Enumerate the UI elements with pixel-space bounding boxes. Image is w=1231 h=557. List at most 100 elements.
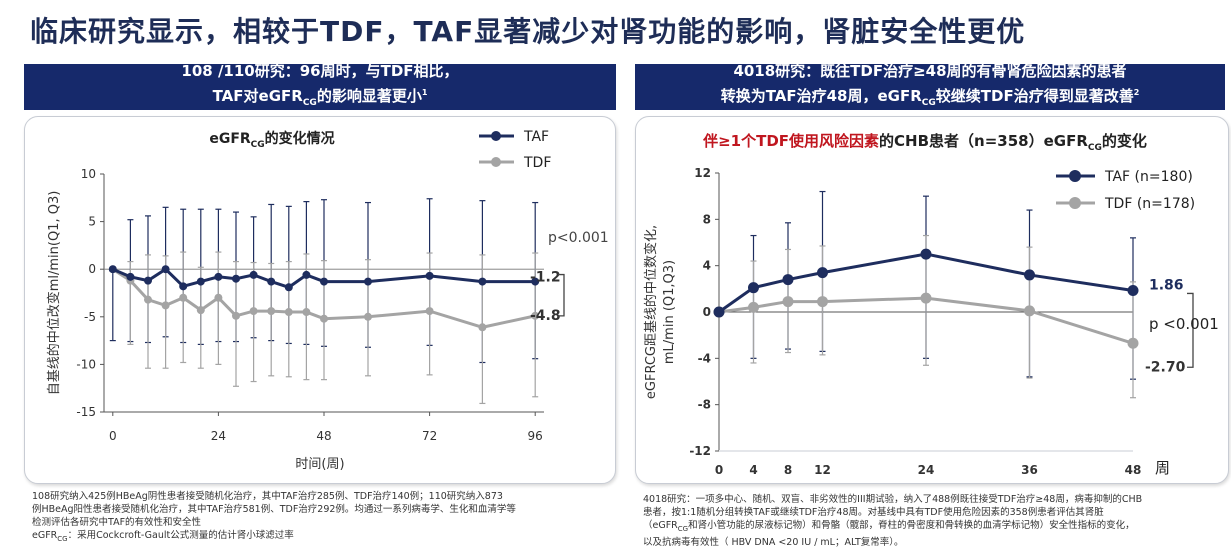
left-chart-x-tick-label: 48 bbox=[316, 429, 331, 443]
right-chart-tdf-point bbox=[817, 296, 828, 308]
left-p-value: p<0.001 bbox=[548, 230, 609, 246]
right-chart-title-lead: 伴≥1个TDF使用 bbox=[702, 132, 819, 150]
right-chart-title-main: 的CHB患者（n=358）eGFR bbox=[879, 132, 1088, 150]
left-chart-tdf-point bbox=[232, 311, 240, 320]
right-chart-y-tick-label: -8 bbox=[698, 398, 711, 412]
left-banner: 108 /110研究：96周时，与TDF相比， TAF对eGFRCG的影响显著更… bbox=[24, 62, 616, 110]
left-legend-tdf-label: TDF bbox=[523, 155, 551, 171]
left-chart-title-main: eGFR bbox=[209, 131, 251, 147]
right-chart-y-tick-label: -4 bbox=[698, 351, 711, 365]
right-legend-tdf-label: TDF (n=178) bbox=[1104, 196, 1195, 212]
left-chart-x-tick-label: 72 bbox=[422, 429, 437, 443]
right-chart-taf-point bbox=[1127, 284, 1139, 296]
right-chart-tdf-point bbox=[1127, 337, 1139, 349]
left-chart-title: eGFRCG的变化情况 bbox=[209, 130, 334, 150]
right-chart-tdf-point bbox=[748, 301, 759, 313]
right-chart-tdf-point bbox=[920, 292, 932, 304]
left-chart-y-tick-label: -10 bbox=[76, 357, 96, 371]
page-title: 临床研究显示，相较于TDF，TAF显著减少对肾功能的影响，肾脏安全性更优 bbox=[30, 15, 1026, 48]
right-legend-tdf-marker bbox=[1069, 197, 1081, 209]
left-chart: 10 5 0 -5 -10 -15 0 24 48 72 96 eGFRCG的变化情况 TAF TDF 时间… bbox=[46, 129, 609, 472]
left-legend-taf-label: TAF bbox=[523, 129, 549, 145]
left-chart-title-sub: CG bbox=[251, 140, 265, 150]
left-chart-taf-point bbox=[179, 282, 188, 291]
left-chart-tdf-point bbox=[161, 301, 170, 310]
right-chart-x-tick-label: 4 bbox=[749, 463, 757, 477]
left-chart-x-tick-label: 24 bbox=[211, 429, 226, 443]
left-y-axis-title: 自基线的中位改变ml/min(Q1, Q3) bbox=[46, 191, 62, 396]
right-chart-taf-point bbox=[817, 267, 828, 279]
left-chart-taf-point bbox=[364, 277, 372, 286]
right-chart-x-tick-label: 0 bbox=[715, 463, 723, 477]
right-p-value: p <0.001 bbox=[1149, 315, 1219, 333]
left-footnote: 108研究纳入425例HBeAg阴性患者接受随机化治疗，其中TAF治疗285例、… bbox=[32, 491, 516, 543]
left-chart-taf-point bbox=[531, 277, 540, 286]
left-legend-taf-marker bbox=[491, 131, 501, 141]
right-y-axis-title-line2: mL/min (Q1,Q3) bbox=[662, 260, 677, 364]
right-chart-title: 伴≥1个TDF使用风险因素的CHB患者（n=358）eGFRCG的变化 bbox=[702, 132, 1147, 153]
right-chart-taf-point bbox=[920, 248, 932, 260]
left-chart-tdf-point bbox=[179, 293, 188, 302]
left-chart-tdf-point bbox=[364, 312, 372, 321]
right-legend-taf-n: (n=180) bbox=[1130, 169, 1193, 185]
left-chart-taf-point bbox=[108, 265, 117, 274]
left-chart-tdf-point bbox=[196, 306, 205, 315]
left-end-label-tdf: -4.8 bbox=[530, 308, 561, 324]
right-banner-line2: 转换为TAF治疗48周，eGFRCG较继续TDF治疗得到显著改善2 bbox=[720, 87, 1140, 108]
right-y-axis-title-line1: eGFRCG距基线的中位数变化, bbox=[643, 225, 659, 399]
right-chart-taf-point bbox=[782, 274, 794, 286]
left-chart-taf-point bbox=[284, 283, 293, 292]
right-significance-bracket bbox=[1187, 292, 1194, 368]
left-chart-tdf-point bbox=[284, 308, 293, 317]
right-chart-tdf-point bbox=[782, 296, 794, 308]
right-chart-y-tick-label: 12 bbox=[694, 166, 711, 180]
right-legend-tdf-name: TDF bbox=[1104, 196, 1132, 212]
left-chart-box bbox=[24, 116, 616, 484]
right-banner-line1: 4018研究：既往TDF治疗≥48周的有骨肾危险因素的患者 bbox=[733, 62, 1127, 80]
right-chart-title-rest: 的变化 bbox=[1102, 132, 1147, 150]
right-legend-taf-marker bbox=[1069, 170, 1081, 182]
left-chart-x-tick-label: 96 bbox=[528, 429, 543, 443]
right-chart-taf-point bbox=[748, 282, 759, 294]
left-chart-taf-point bbox=[232, 274, 240, 283]
right-chart-x-tick-label: 36 bbox=[1021, 463, 1038, 477]
left-chart-taf-point bbox=[126, 272, 135, 281]
right-x-axis-title: 周 bbox=[1155, 459, 1170, 477]
left-chart-y-tick-label: 10 bbox=[81, 167, 96, 181]
left-x-axis-title: 时间(周) bbox=[295, 457, 344, 472]
right-legend-taf-label: TAF (n=180) bbox=[1104, 169, 1193, 185]
right-chart-title-sub: CG bbox=[1088, 143, 1102, 153]
left-chart-taf-point bbox=[267, 277, 276, 286]
left-chart-tdf-point bbox=[214, 293, 223, 302]
left-chart-taf-point bbox=[320, 277, 328, 286]
right-chart-y-tick-label: -12 bbox=[689, 444, 711, 458]
left-chart-y-tick-label: 0 bbox=[88, 262, 96, 276]
right-chart-taf-point bbox=[713, 306, 725, 318]
left-chart-tdf-point bbox=[249, 307, 258, 316]
left-chart-taf-point bbox=[214, 272, 223, 281]
left-banner-line1: 108 /110研究：96周时，与TDF相比， bbox=[181, 62, 459, 80]
left-chart-y-tick-label: -5 bbox=[84, 310, 96, 324]
right-legend-tdf-n: (n=178) bbox=[1132, 196, 1195, 212]
right-end-label-tdf: -2.70 bbox=[1145, 359, 1186, 375]
right-banner: 4018研究：既往TDF治疗≥48周的有骨肾危险因素的患者 转换为TAF治疗48… bbox=[635, 62, 1225, 110]
left-chart-tdf-point bbox=[302, 308, 311, 317]
left-chart-tdf-point bbox=[267, 307, 276, 316]
right-chart-y-tick-label: 0 bbox=[703, 305, 711, 319]
right-chart-y-tick-label: 8 bbox=[703, 212, 711, 226]
right-footnote: 4018研究：一项多中心、随机、双盲、非劣效性的III期试验，纳入了488例既往… bbox=[643, 494, 1143, 548]
right-chart-tdf-point bbox=[1024, 305, 1035, 317]
left-banner-line2: TAF对eGFRCG的影响显著更小1 bbox=[212, 87, 428, 108]
left-chart-tdf-point bbox=[478, 323, 487, 332]
left-chart-x-tick-label: 0 bbox=[109, 429, 117, 443]
right-end-label-taf: 1.86 bbox=[1149, 277, 1184, 293]
left-chart-tdf-point bbox=[531, 311, 540, 320]
left-chart-taf-point bbox=[249, 270, 258, 279]
left-chart-taf-point bbox=[161, 265, 170, 274]
left-chart-y-tick-label: -15 bbox=[76, 405, 96, 419]
left-chart-tdf-point bbox=[320, 314, 328, 323]
right-chart-x-tick-label: 12 bbox=[814, 463, 831, 477]
left-chart-taf-point bbox=[302, 270, 311, 279]
right-chart-x-tick-label: 8 bbox=[784, 463, 792, 477]
right-chart-taf-point bbox=[1024, 269, 1035, 281]
